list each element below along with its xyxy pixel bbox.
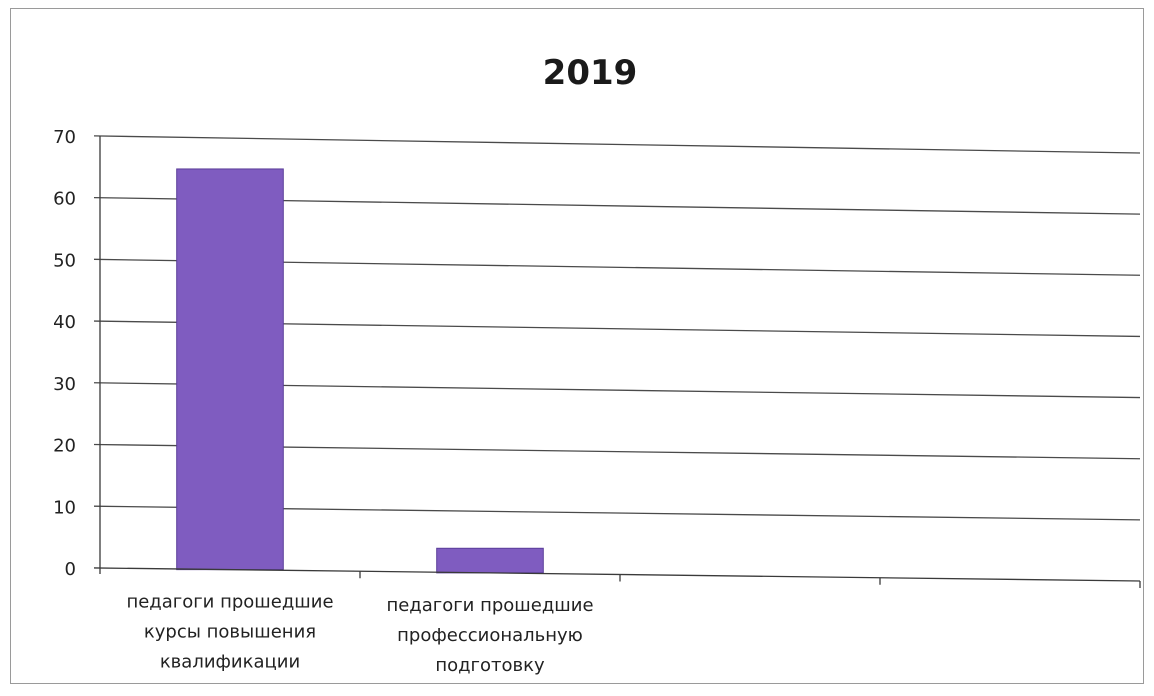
gridline-70: [93, 135, 1141, 154]
x-axis: [93, 136, 1141, 588]
y-tick-label: 20: [53, 436, 76, 457]
bars: [176, 168, 544, 574]
y-tick-label: 0: [65, 559, 76, 580]
category-labels: педагоги прошедшие курсы повышения квалифи…: [126, 592, 593, 676]
y-tick-label: 40: [53, 312, 76, 333]
category-label-0: педагоги прошедшие курсы повышения квалифи…: [126, 592, 333, 673]
x-axis-line: [93, 567, 1141, 582]
bar-0: [176, 168, 284, 571]
chart-title: 2019: [543, 53, 638, 93]
category-label-1: педагоги прошедшие профессиональную подгот…: [386, 595, 593, 676]
y-tick-label: 70: [53, 127, 76, 148]
y-tick-label: 30: [53, 374, 76, 395]
bar-1: [436, 547, 544, 574]
y-tick-label: 50: [53, 250, 76, 271]
y-tick-label: 60: [53, 189, 76, 210]
y-tick-label: 10: [53, 497, 76, 518]
y-axis-ticks: 0 10 20 30 40 50 60 70: [53, 127, 76, 580]
